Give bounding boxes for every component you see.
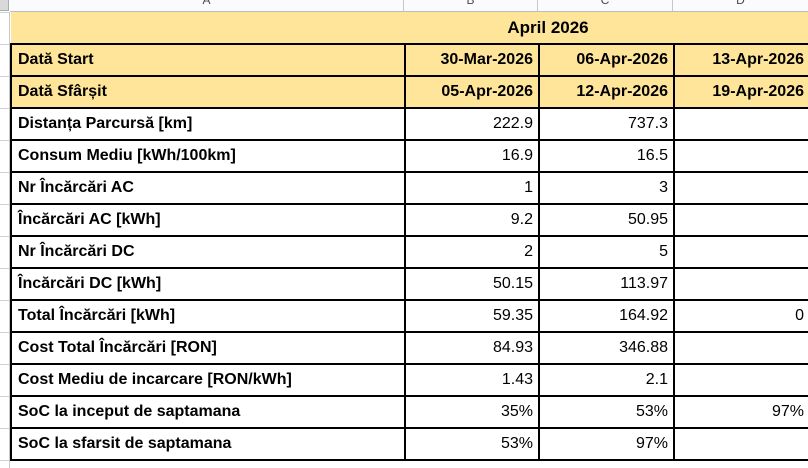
value-cell[interactable]: 35% — [404, 395, 540, 429]
value-cell[interactable] — [673, 235, 808, 269]
value-cell[interactable]: 30-Mar-2026 — [404, 43, 540, 77]
value-cell[interactable]: 9.2 — [404, 203, 540, 237]
table-row-data-sfarsit: Dată Sfârșit 05-Apr-2026 12-Apr-2026 19-… — [10, 75, 808, 109]
column-letter: A — [202, 0, 211, 7]
value-cell[interactable]: 16.5 — [538, 139, 675, 173]
value-cell[interactable] — [673, 203, 808, 237]
row-label-cell[interactable]: Total Încărcări [kWh] — [10, 299, 406, 333]
table-title-cell[interactable]: April 2026 — [11, 12, 808, 44]
monthly-charging-table: April 2026 Dată Start 30-Mar-2026 06-Apr… — [10, 12, 808, 461]
row-label-cell[interactable]: SoC la inceput de saptamana — [10, 395, 406, 429]
table-title-row: April 2026 — [11, 12, 808, 44]
value-cell[interactable] — [673, 107, 808, 141]
value-cell[interactable]: 50.15 — [404, 267, 540, 301]
table-row-data-start: Dată Start 30-Mar-2026 06-Apr-2026 13-Ap… — [10, 43, 808, 77]
value-cell[interactable]: 53% — [538, 395, 675, 429]
column-header-b[interactable]: B — [404, 0, 538, 11]
sheet-corner-select-all[interactable] — [0, 0, 9, 11]
value-cell[interactable]: 53% — [404, 427, 540, 461]
table-title: April 2026 — [507, 17, 589, 37]
value-cell[interactable]: 97% — [673, 395, 808, 429]
column-letter: D — [736, 0, 745, 7]
row-label-cell[interactable]: Distanța Parcursă [km] — [10, 107, 406, 141]
value-cell[interactable]: 1.43 — [404, 363, 540, 397]
row-label-cell[interactable]: Consum Mediu [kWh/100km] — [10, 139, 406, 173]
value-cell[interactable] — [673, 427, 808, 461]
row-label-cell[interactable]: Încărcări AC [kWh] — [10, 203, 406, 237]
value-cell[interactable]: 16.9 — [404, 139, 540, 173]
column-letter: B — [466, 0, 475, 7]
value-cell[interactable]: 2.1 — [538, 363, 675, 397]
table-row-soc-inceput: SoC la inceput de saptamana 35% 53% 97% — [10, 395, 808, 429]
column-header-strip: A B C D — [10, 0, 808, 12]
column-header-c[interactable]: C — [538, 0, 673, 11]
table-row-nr-incarcari-ac: Nr Încărcări AC 1 3 — [10, 171, 808, 205]
value-cell[interactable]: 97% — [538, 427, 675, 461]
value-cell[interactable]: 12-Apr-2026 — [538, 75, 675, 109]
row-header-strip[interactable] — [0, 12, 10, 468]
row-label-cell[interactable]: Dată Sfârșit — [10, 75, 406, 109]
row-label-cell[interactable]: Nr Încărcări AC — [10, 171, 406, 205]
value-cell[interactable]: 13-Apr-2026 — [673, 43, 808, 77]
table-row-nr-incarcari-dc: Nr Încărcări DC 2 5 — [10, 235, 808, 269]
value-cell[interactable]: 5 — [538, 235, 675, 269]
table-row-distanta: Distanța Parcursă [km] 222.9 737.3 — [10, 107, 808, 141]
row-label-cell[interactable]: Încărcări DC [kWh] — [10, 267, 406, 301]
value-cell[interactable]: 3 — [538, 171, 675, 205]
column-header-d[interactable]: D — [673, 0, 808, 11]
value-cell[interactable]: 222.9 — [404, 107, 540, 141]
value-cell[interactable] — [673, 267, 808, 301]
value-cell[interactable]: 59.35 — [404, 299, 540, 333]
value-cell[interactable]: 19-Apr-2026 — [673, 75, 808, 109]
value-cell[interactable] — [673, 139, 808, 173]
row-label-cell[interactable]: Cost Total Încărcări [RON] — [10, 331, 406, 365]
value-cell[interactable]: 346.88 — [538, 331, 675, 365]
value-cell[interactable]: 0 — [673, 299, 808, 333]
value-cell[interactable]: 50.95 — [538, 203, 675, 237]
value-cell[interactable]: 1 — [404, 171, 540, 205]
value-cell[interactable]: 737.3 — [538, 107, 675, 141]
table-row-cost-total: Cost Total Încărcări [RON] 84.93 346.88 — [10, 331, 808, 365]
table-row-consum: Consum Mediu [kWh/100km] 16.9 16.5 — [10, 139, 808, 173]
value-cell[interactable] — [673, 331, 808, 365]
value-cell[interactable]: 05-Apr-2026 — [404, 75, 540, 109]
column-header-a[interactable]: A — [10, 0, 404, 11]
value-cell[interactable] — [673, 363, 808, 397]
value-cell[interactable]: 164.92 — [538, 299, 675, 333]
row-label-cell[interactable]: Dată Start — [10, 43, 406, 77]
table-row-total-incarcari: Total Încărcări [kWh] 59.35 164.92 0 — [10, 299, 808, 333]
table-row-soc-sfarsit: SoC la sfarsit de saptamana 53% 97% — [10, 427, 808, 461]
value-cell[interactable]: 2 — [404, 235, 540, 269]
row-label-cell[interactable]: Nr Încărcări DC — [10, 235, 406, 269]
value-cell[interactable]: 84.93 — [404, 331, 540, 365]
table-row-cost-mediu: Cost Mediu de incarcare [RON/kWh] 1.43 2… — [10, 363, 808, 397]
row-label-cell[interactable]: Cost Mediu de incarcare [RON/kWh] — [10, 363, 406, 397]
value-cell[interactable]: 06-Apr-2026 — [538, 43, 675, 77]
column-letter: C — [600, 0, 610, 7]
value-cell[interactable] — [673, 171, 808, 205]
value-cell[interactable]: 113.97 — [538, 267, 675, 301]
table-row-incarcari-ac: Încărcări AC [kWh] 9.2 50.95 — [10, 203, 808, 237]
row-label-cell[interactable]: SoC la sfarsit de saptamana — [10, 427, 406, 461]
table-row-incarcari-dc: Încărcări DC [kWh] 50.15 113.97 — [10, 267, 808, 301]
